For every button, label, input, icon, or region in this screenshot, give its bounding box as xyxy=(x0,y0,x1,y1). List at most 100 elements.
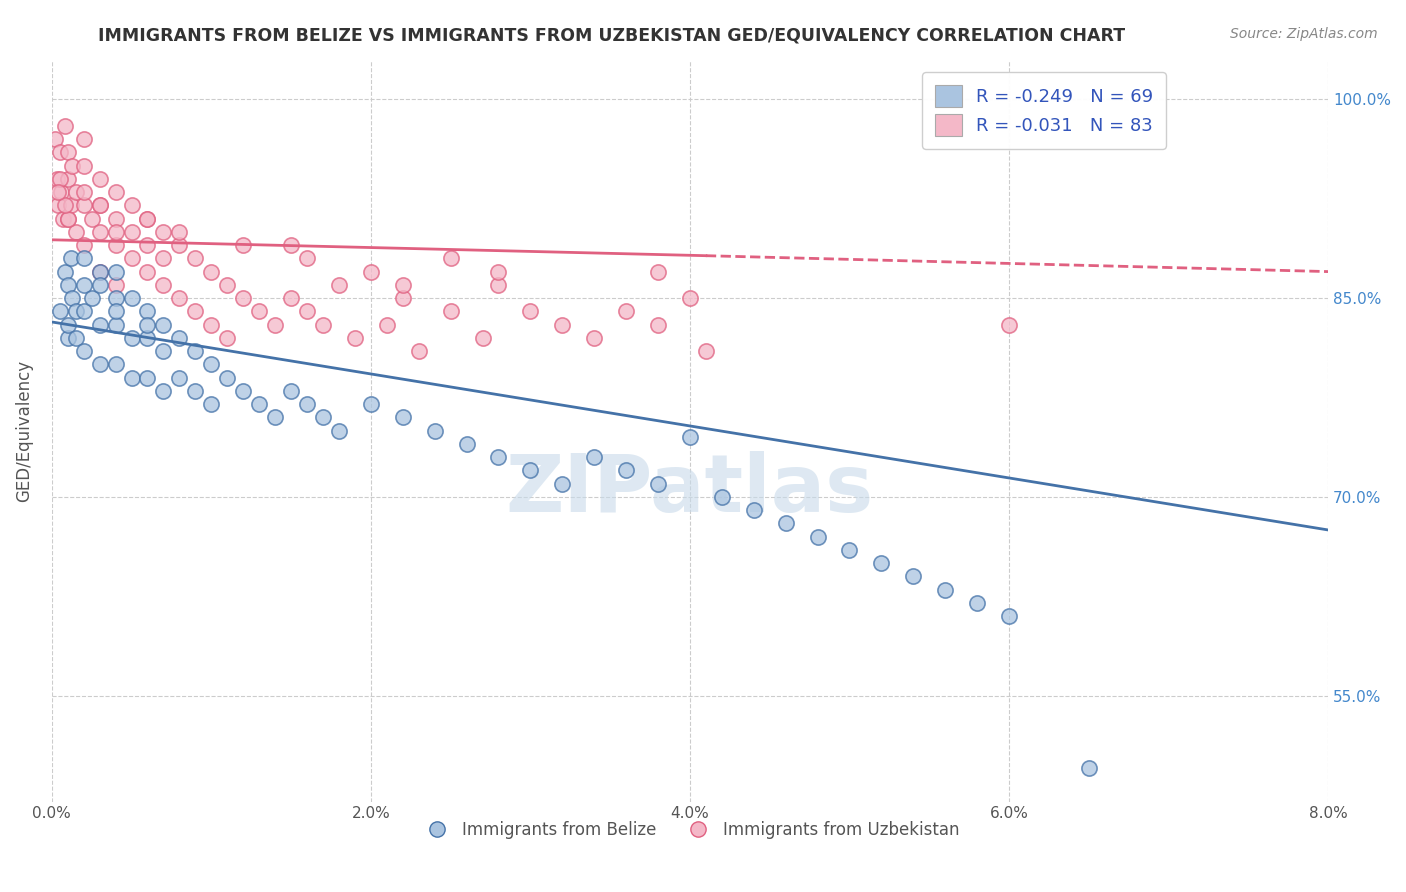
Point xyxy=(53,264,76,278)
Point xyxy=(121,331,143,345)
Point xyxy=(56,171,79,186)
Point xyxy=(121,252,143,266)
Point xyxy=(647,476,669,491)
Point xyxy=(312,410,335,425)
Point xyxy=(121,198,143,212)
Point xyxy=(73,252,96,266)
Point xyxy=(73,304,96,318)
Point xyxy=(51,185,73,199)
Point xyxy=(104,185,127,199)
Point xyxy=(46,198,69,212)
Point xyxy=(264,410,287,425)
Point xyxy=(456,437,478,451)
Point xyxy=(471,331,494,345)
Legend: Immigrants from Belize, Immigrants from Uzbekistan: Immigrants from Belize, Immigrants from … xyxy=(413,814,966,846)
Point xyxy=(614,463,637,477)
Point xyxy=(104,238,127,252)
Point xyxy=(80,291,103,305)
Point xyxy=(89,264,111,278)
Point xyxy=(232,291,254,305)
Point xyxy=(136,211,159,226)
Point xyxy=(200,264,222,278)
Point xyxy=(152,384,174,398)
Point xyxy=(614,304,637,318)
Point xyxy=(62,159,84,173)
Point xyxy=(408,344,430,359)
Point xyxy=(647,318,669,332)
Point xyxy=(439,252,461,266)
Point xyxy=(62,291,84,305)
Point xyxy=(136,318,159,332)
Point xyxy=(806,530,828,544)
Point xyxy=(136,264,159,278)
Point xyxy=(169,225,191,239)
Point xyxy=(870,556,893,570)
Point xyxy=(423,424,446,438)
Point xyxy=(53,119,76,133)
Point xyxy=(360,264,382,278)
Point xyxy=(280,291,302,305)
Point xyxy=(73,132,96,146)
Point xyxy=(80,211,103,226)
Point xyxy=(136,211,159,226)
Point xyxy=(73,159,96,173)
Point xyxy=(217,331,239,345)
Point xyxy=(73,238,96,252)
Point xyxy=(184,384,207,398)
Point xyxy=(104,264,127,278)
Point xyxy=(152,318,174,332)
Point xyxy=(89,357,111,371)
Point xyxy=(152,344,174,359)
Point xyxy=(73,198,96,212)
Text: ZIPatlas: ZIPatlas xyxy=(506,451,875,529)
Point xyxy=(48,304,70,318)
Point xyxy=(169,331,191,345)
Text: Source: ZipAtlas.com: Source: ZipAtlas.com xyxy=(1230,27,1378,41)
Text: IMMIGRANTS FROM BELIZE VS IMMIGRANTS FROM UZBEKISTAN GED/EQUIVALENCY CORRELATION: IMMIGRANTS FROM BELIZE VS IMMIGRANTS FRO… xyxy=(98,27,1126,45)
Point xyxy=(73,185,96,199)
Point xyxy=(152,252,174,266)
Point xyxy=(695,344,717,359)
Point xyxy=(89,198,111,212)
Point xyxy=(439,304,461,318)
Point xyxy=(551,318,574,332)
Point xyxy=(73,277,96,292)
Point xyxy=(104,304,127,318)
Point xyxy=(295,397,318,411)
Point xyxy=(89,277,111,292)
Point xyxy=(52,211,75,226)
Point xyxy=(104,291,127,305)
Point xyxy=(519,463,541,477)
Point xyxy=(169,238,191,252)
Point xyxy=(65,185,87,199)
Point xyxy=(551,476,574,491)
Point xyxy=(679,430,702,444)
Point xyxy=(46,185,69,199)
Point xyxy=(295,304,318,318)
Point xyxy=(56,211,79,226)
Point xyxy=(89,318,111,332)
Point xyxy=(89,171,111,186)
Point xyxy=(56,211,79,226)
Point xyxy=(343,331,366,345)
Point xyxy=(391,410,413,425)
Point xyxy=(217,277,239,292)
Point xyxy=(152,277,174,292)
Point xyxy=(104,211,127,226)
Point xyxy=(56,331,79,345)
Point xyxy=(488,450,510,464)
Point xyxy=(104,277,127,292)
Point xyxy=(121,225,143,239)
Point xyxy=(583,331,606,345)
Point xyxy=(89,264,111,278)
Point xyxy=(328,277,350,292)
Point xyxy=(247,304,270,318)
Point xyxy=(59,252,82,266)
Point xyxy=(73,344,96,359)
Point xyxy=(53,198,76,212)
Point xyxy=(104,225,127,239)
Point xyxy=(184,344,207,359)
Point xyxy=(65,331,87,345)
Point xyxy=(59,198,82,212)
Point xyxy=(998,609,1021,624)
